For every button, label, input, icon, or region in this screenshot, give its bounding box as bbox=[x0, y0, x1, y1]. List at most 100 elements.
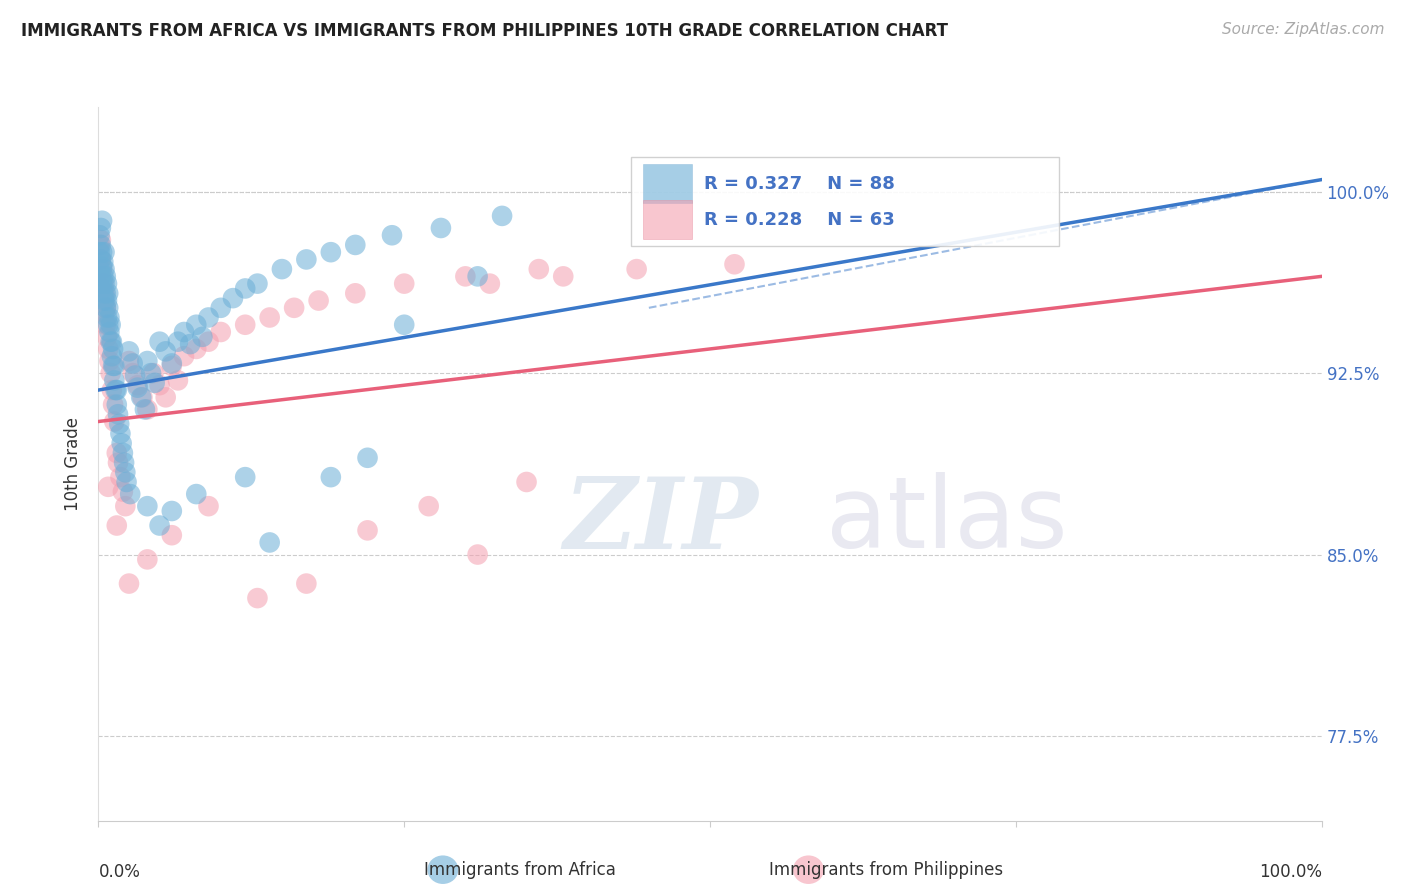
Point bbox=[142, 366, 165, 380]
Point bbox=[467, 269, 489, 284]
Point bbox=[89, 238, 111, 252]
Point bbox=[134, 402, 156, 417]
Point bbox=[118, 576, 141, 591]
Point bbox=[381, 228, 404, 243]
Point bbox=[93, 262, 115, 277]
Point bbox=[96, 293, 118, 308]
Point bbox=[197, 499, 219, 513]
Point bbox=[319, 470, 342, 484]
Point bbox=[233, 281, 256, 295]
Point bbox=[418, 499, 440, 513]
Point bbox=[270, 262, 294, 277]
Point bbox=[136, 402, 159, 417]
Point bbox=[233, 470, 256, 484]
Point bbox=[96, 277, 118, 291]
Point bbox=[114, 465, 136, 479]
Point bbox=[173, 349, 195, 363]
Point bbox=[97, 480, 120, 494]
Text: 100.0%: 100.0% bbox=[1258, 863, 1322, 881]
Point bbox=[89, 245, 111, 260]
Point bbox=[97, 286, 120, 301]
Point bbox=[295, 252, 318, 267]
Point bbox=[101, 359, 124, 373]
Point bbox=[97, 301, 120, 315]
Point bbox=[100, 334, 122, 349]
Point bbox=[392, 277, 416, 291]
Point bbox=[197, 310, 219, 325]
Point bbox=[93, 293, 115, 308]
Point bbox=[515, 475, 537, 489]
Point bbox=[111, 436, 134, 450]
Point bbox=[90, 252, 112, 267]
Point bbox=[209, 301, 232, 315]
Point bbox=[100, 318, 122, 332]
Point bbox=[105, 518, 128, 533]
Point bbox=[155, 344, 177, 359]
Bar bbox=[643, 164, 692, 203]
Point bbox=[259, 310, 281, 325]
Point bbox=[91, 286, 114, 301]
Point bbox=[101, 342, 124, 356]
Point bbox=[149, 518, 172, 533]
Point bbox=[110, 470, 132, 484]
Point bbox=[283, 301, 305, 315]
Point bbox=[118, 344, 141, 359]
Point bbox=[91, 293, 114, 308]
Point bbox=[104, 383, 127, 397]
Point bbox=[186, 342, 208, 356]
Point bbox=[136, 499, 159, 513]
Point bbox=[91, 260, 114, 274]
Point bbox=[89, 262, 111, 277]
Point bbox=[179, 337, 201, 351]
Point bbox=[112, 456, 135, 470]
Point bbox=[127, 381, 149, 395]
Point bbox=[101, 334, 124, 349]
Point bbox=[90, 269, 112, 284]
Point bbox=[91, 281, 114, 295]
Point bbox=[136, 354, 159, 368]
Point bbox=[94, 269, 117, 284]
Point bbox=[118, 354, 141, 368]
Point bbox=[93, 286, 115, 301]
Point bbox=[233, 318, 256, 332]
Point bbox=[143, 376, 166, 390]
Point bbox=[527, 262, 550, 277]
Point bbox=[121, 356, 143, 370]
Point bbox=[136, 552, 159, 566]
Point bbox=[246, 591, 269, 606]
Point bbox=[209, 325, 232, 339]
Point bbox=[91, 262, 114, 277]
Point bbox=[115, 475, 138, 489]
Point bbox=[430, 221, 453, 235]
Point bbox=[149, 378, 172, 392]
Text: Immigrants from Philippines: Immigrants from Philippines bbox=[769, 861, 1002, 879]
Point bbox=[93, 245, 115, 260]
Point bbox=[139, 366, 162, 380]
Text: R = 0.228    N = 63: R = 0.228 N = 63 bbox=[704, 211, 894, 228]
Point bbox=[167, 334, 190, 349]
Point bbox=[105, 383, 128, 397]
Point bbox=[186, 487, 208, 501]
Point bbox=[392, 318, 416, 332]
Point bbox=[100, 366, 122, 380]
Point bbox=[197, 334, 219, 349]
Point bbox=[110, 426, 132, 441]
Point bbox=[160, 359, 183, 373]
Point bbox=[107, 407, 129, 421]
Point bbox=[155, 390, 177, 404]
Text: ZIP: ZIP bbox=[564, 473, 758, 569]
Point bbox=[356, 524, 378, 538]
Point bbox=[114, 499, 136, 513]
Point bbox=[111, 446, 134, 460]
Point bbox=[127, 378, 149, 392]
Point bbox=[108, 417, 131, 431]
Point bbox=[478, 277, 501, 291]
Point bbox=[491, 209, 513, 223]
Point bbox=[91, 213, 114, 227]
Point bbox=[96, 330, 118, 344]
Point bbox=[222, 291, 245, 305]
Point bbox=[107, 456, 129, 470]
Point bbox=[454, 269, 477, 284]
Point bbox=[191, 330, 214, 344]
Point bbox=[91, 245, 114, 260]
